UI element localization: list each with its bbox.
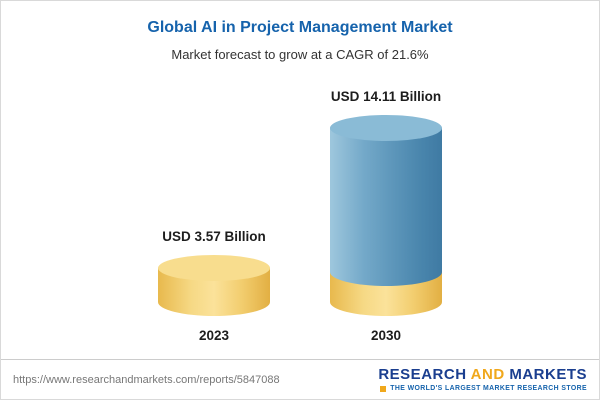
logo-research-text: RESEARCH — [378, 365, 467, 383]
logo-markets-text: MARKETS — [509, 365, 587, 383]
logo-wordmark: RESEARCH AND MARKETS — [378, 366, 587, 383]
category-label-2030: 2030 — [370, 328, 402, 343]
value-label-2023: USD 3.57 Billion — [162, 229, 266, 244]
footer: https://www.researchandmarkets.com/repor… — [1, 359, 599, 399]
bar-group-2030: USD 14.11 Billion 2030 — [330, 89, 442, 343]
chart-header: Global AI in Project Management Market M… — [1, 1, 599, 62]
logo-tagline: THE WORLD'S LARGEST MARKET RESEARCH STOR… — [378, 385, 587, 393]
bars-row: USD 3.57 Billion 2023 USD 14.11 Billion … — [1, 89, 599, 343]
research-and-markets-logo: RESEARCH AND MARKETS THE WORLD'S LARGEST… — [378, 366, 587, 393]
chart-title: Global AI in Project Management Market — [147, 19, 453, 36]
logo-and-text: AND — [470, 365, 505, 383]
bar-2023-cylinder — [158, 255, 270, 316]
bar-2030-body — [330, 128, 442, 286]
category-label-2023: 2023 — [198, 328, 230, 343]
logo-gold-square-icon — [380, 386, 387, 393]
value-label-2030: USD 14.11 Billion — [330, 89, 442, 104]
report-url: https://www.researchandmarkets.com/repor… — [13, 373, 280, 386]
bar-group-2023: USD 3.57 Billion 2023 — [158, 229, 270, 343]
bar-2030-top-ellipse — [330, 115, 442, 141]
chart-subtitle: Market forecast to grow at a CAGR of 21.… — [171, 47, 429, 62]
bar-2030-cylinder — [330, 115, 442, 316]
bar-2023-top-ellipse — [158, 255, 270, 281]
logo-tagline-text: THE WORLD'S LARGEST MARKET RESEARCH STOR… — [390, 385, 587, 393]
